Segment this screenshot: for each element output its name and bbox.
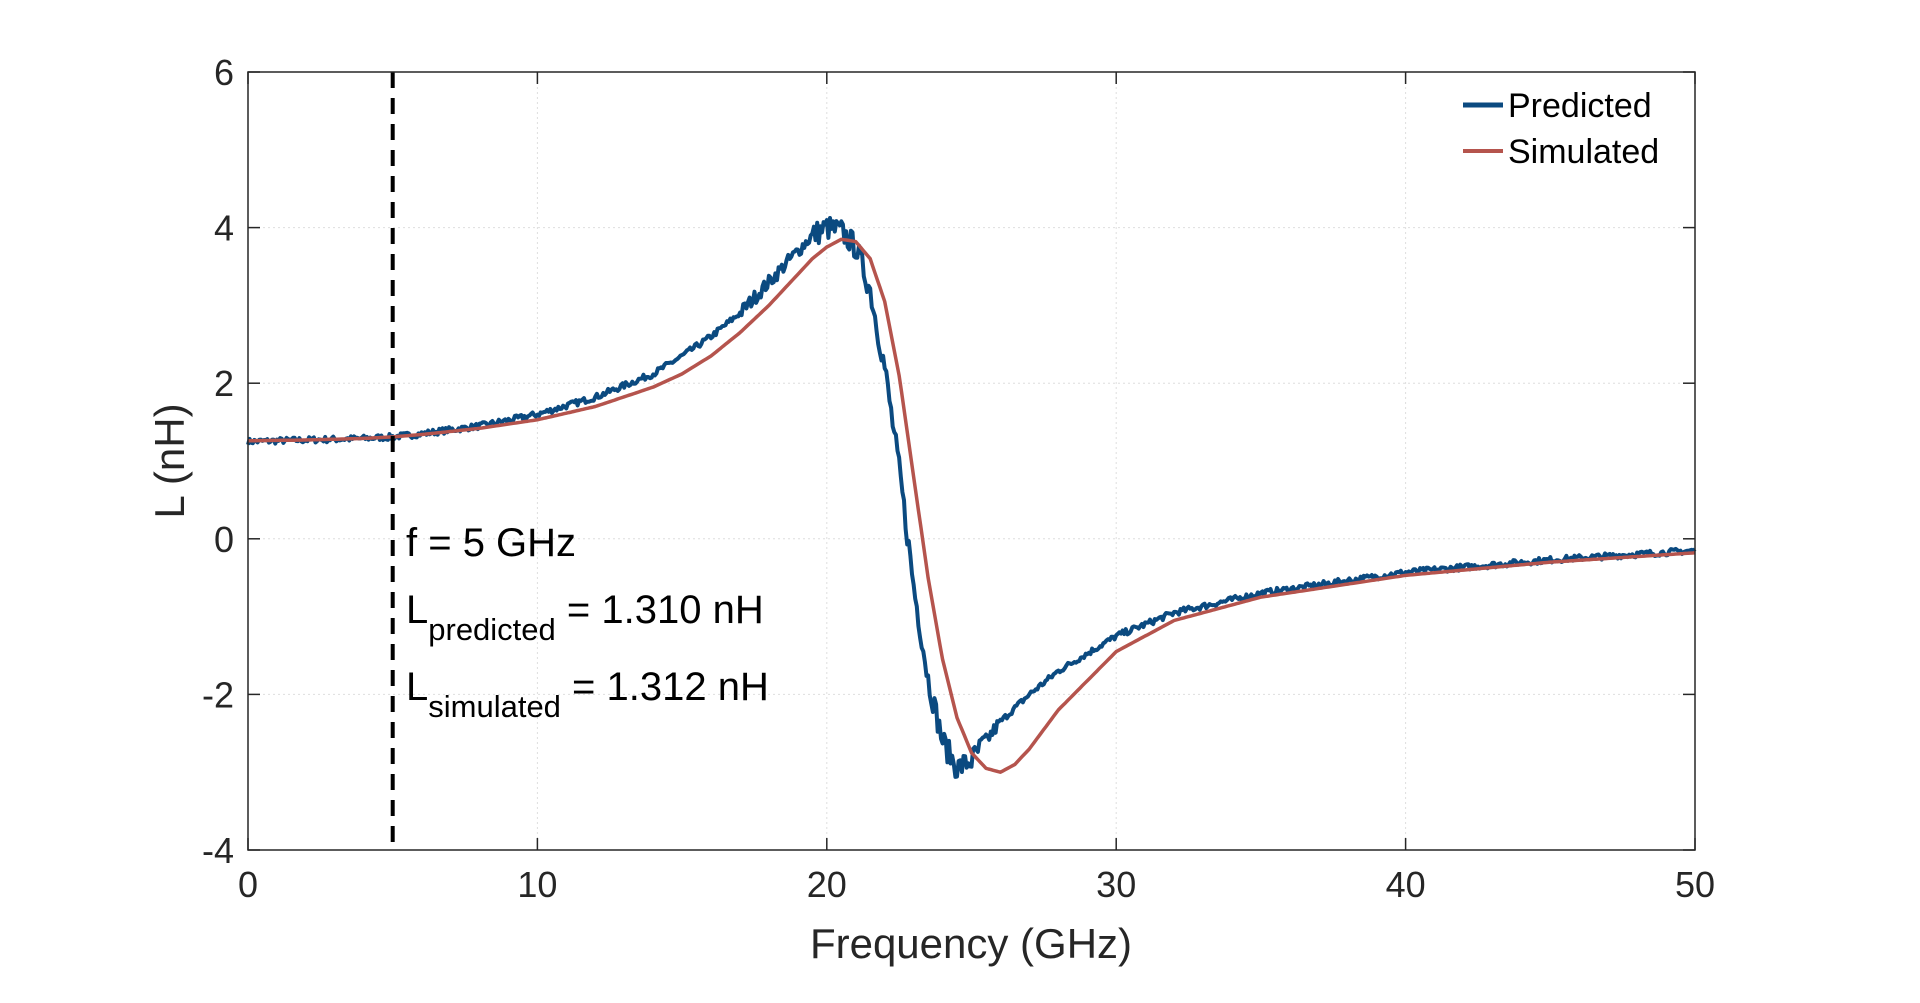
legend-label-simulated: Simulated: [1508, 133, 1659, 171]
annotation-frequency: f = 5 GHz: [406, 521, 576, 565]
series-line-simulated: [247, 237, 1696, 774]
y-tick-label: 0: [214, 519, 234, 560]
axis-ticks: [247, 71, 1696, 851]
annotation-simulated: Lsimulated = 1.312 nH: [406, 665, 769, 724]
x-axis-title: Frequency (GHz): [810, 920, 1132, 967]
y-tick-label: 2: [214, 363, 234, 404]
legend: Predicted Simulated: [1463, 87, 1659, 171]
annotation-simulated-value: = 1.312 nH: [561, 665, 769, 709]
x-tick-label: 30: [1096, 864, 1136, 905]
y-axis-title: L (nH): [146, 403, 193, 518]
plot-background: [248, 72, 1695, 850]
plot-border: [247, 71, 1696, 851]
annotation-predicted: Lpredicted = 1.310 nH: [406, 588, 764, 647]
x-tick-label: 0: [238, 864, 258, 905]
annotation-predicted-symbol: L: [406, 588, 428, 632]
x-tick-label: 10: [517, 864, 557, 905]
annotation-predicted-subscript: predicted: [428, 612, 556, 647]
x-tick-label: 50: [1675, 864, 1715, 905]
annotation-simulated-subscript: simulated: [428, 689, 561, 724]
tick-labels: 0 10 20 30 40 50 -4 -2 0 2 4 6: [202, 52, 1715, 905]
y-tick-label: 6: [214, 52, 234, 93]
annotation-block: f = 5 GHz Lpredicted = 1.310 nH Lsimulat…: [406, 521, 769, 724]
y-tick-label: 4: [214, 208, 234, 249]
annotation-predicted-value: = 1.310 nH: [556, 588, 764, 632]
y-tick-label: -2: [202, 674, 234, 715]
legend-label-predicted: Predicted: [1508, 87, 1652, 125]
annotation-simulated-symbol: L: [406, 665, 428, 709]
x-tick-label: 40: [1386, 864, 1426, 905]
x-tick-label: 20: [807, 864, 847, 905]
grid-lines: [248, 72, 1695, 850]
y-tick-label: -4: [202, 830, 234, 871]
series-layer: [246, 216, 1697, 779]
